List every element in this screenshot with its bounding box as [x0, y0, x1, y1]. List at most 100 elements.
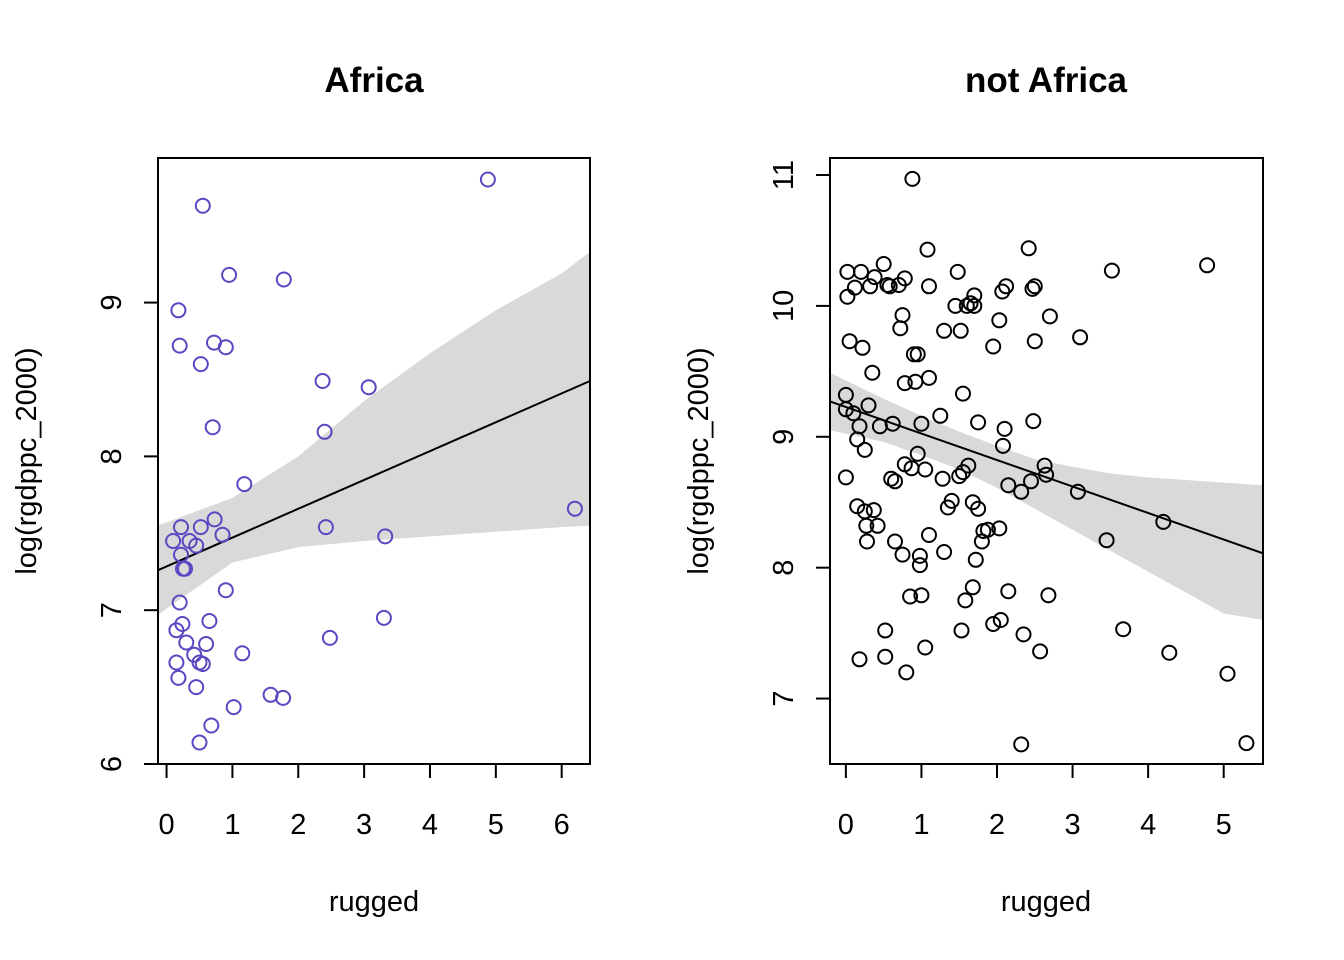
data-point	[1024, 280, 1041, 297]
y-tick-label: 7	[768, 690, 800, 706]
data-point	[1036, 457, 1053, 474]
x-tick-label: 1	[913, 809, 929, 841]
chart-title: not Africa	[965, 61, 1128, 100]
data-point	[1155, 513, 1172, 530]
data-point	[921, 278, 937, 295]
data-point	[970, 414, 987, 431]
regression-line	[829, 400, 1264, 555]
panel-africa: Africa 0 1 2 3 4 5 6 6 7 8 9 rugged log(rgdppc_20…	[11, 61, 591, 918]
data-point	[951, 468, 968, 485]
data-point	[1038, 466, 1055, 483]
data-point	[1115, 621, 1132, 638]
x-tick-label: 2	[989, 809, 1005, 841]
data-point	[957, 592, 974, 609]
data-point	[862, 278, 879, 295]
data-point	[275, 271, 292, 288]
x-axis: 0 1 2 3 4 5 6	[158, 763, 570, 841]
data-point	[275, 689, 292, 706]
points-layer	[165, 171, 583, 751]
data-point	[966, 297, 983, 314]
x-axis-label: rugged	[329, 886, 419, 918]
data-point	[173, 519, 189, 536]
data-point	[566, 500, 583, 517]
data-point	[1041, 308, 1058, 325]
data-point	[225, 699, 242, 716]
y-tick-label: 9	[768, 429, 800, 445]
data-point	[188, 537, 205, 554]
data-point	[875, 256, 892, 272]
y-tick-label: 7	[96, 602, 128, 618]
y-tick-label: 9	[96, 295, 128, 311]
data-point	[360, 379, 377, 396]
data-point	[962, 295, 979, 312]
data-point	[188, 679, 205, 696]
data-point	[1219, 665, 1236, 682]
data-point	[859, 533, 875, 550]
data-point	[206, 511, 223, 528]
data-point	[964, 579, 981, 596]
data-point	[896, 270, 913, 287]
x-axis: 0 1 2 3 4 5	[838, 763, 1232, 841]
x-tick-label: 1	[224, 809, 240, 841]
data-point	[217, 339, 234, 356]
data-point	[214, 526, 231, 543]
y-axis: 6 7 8 9	[96, 295, 159, 772]
data-point	[1000, 583, 1017, 600]
x-tick-label: 2	[290, 809, 306, 841]
data-point	[203, 717, 220, 734]
x-tick-label: 4	[1140, 809, 1156, 841]
data-point	[221, 266, 238, 283]
data-point	[911, 547, 928, 564]
data-point	[936, 544, 953, 560]
data-point	[191, 734, 208, 751]
data-point	[174, 616, 191, 632]
regression-line-layer	[829, 400, 1264, 555]
data-point	[934, 470, 951, 487]
y-tick-label: 8	[768, 560, 800, 576]
y-axis-label: log(rgdppc_2000)	[11, 347, 43, 574]
data-point	[1026, 333, 1043, 350]
data-point	[1023, 473, 1039, 490]
data-point	[851, 651, 868, 668]
data-point	[877, 648, 894, 665]
points-layer	[837, 170, 1255, 753]
data-point	[947, 297, 964, 314]
data-point	[894, 307, 911, 324]
confidence-band-layer	[158, 251, 590, 615]
data-point	[314, 373, 331, 389]
x-tick-label: 5	[1216, 809, 1232, 841]
data-point	[953, 622, 970, 639]
data-point	[168, 654, 185, 671]
data-point	[198, 636, 215, 652]
x-tick-label: 4	[422, 809, 438, 841]
data-point	[943, 492, 960, 509]
data-point	[884, 415, 901, 432]
regression-line-layer	[157, 380, 591, 572]
data-point	[955, 385, 971, 402]
data-point	[839, 263, 856, 280]
data-point	[192, 519, 209, 536]
data-point	[960, 457, 977, 474]
data-point	[913, 587, 930, 604]
data-point	[201, 613, 218, 629]
data-point	[1098, 532, 1115, 549]
data-point	[860, 397, 877, 414]
data-point	[178, 634, 195, 651]
confidence-band	[158, 251, 590, 615]
data-point	[321, 629, 338, 646]
data-point	[853, 263, 869, 280]
data-point	[949, 263, 966, 280]
data-point	[902, 588, 919, 605]
data-point	[177, 560, 193, 577]
data-point	[846, 279, 863, 296]
panel-not-africa: not Africa 0 1 2 3 4 5 7 8 9 10 11 rugged log(rgd…	[683, 61, 1264, 918]
data-point	[1013, 736, 1030, 753]
data-point	[869, 517, 886, 534]
data-point	[204, 419, 221, 436]
data-point	[898, 664, 915, 681]
data-point	[896, 375, 913, 392]
y-tick-label: 6	[96, 756, 128, 772]
y-tick-label: 8	[96, 448, 128, 464]
x-tick-label: 5	[488, 809, 504, 841]
data-point	[921, 369, 937, 386]
